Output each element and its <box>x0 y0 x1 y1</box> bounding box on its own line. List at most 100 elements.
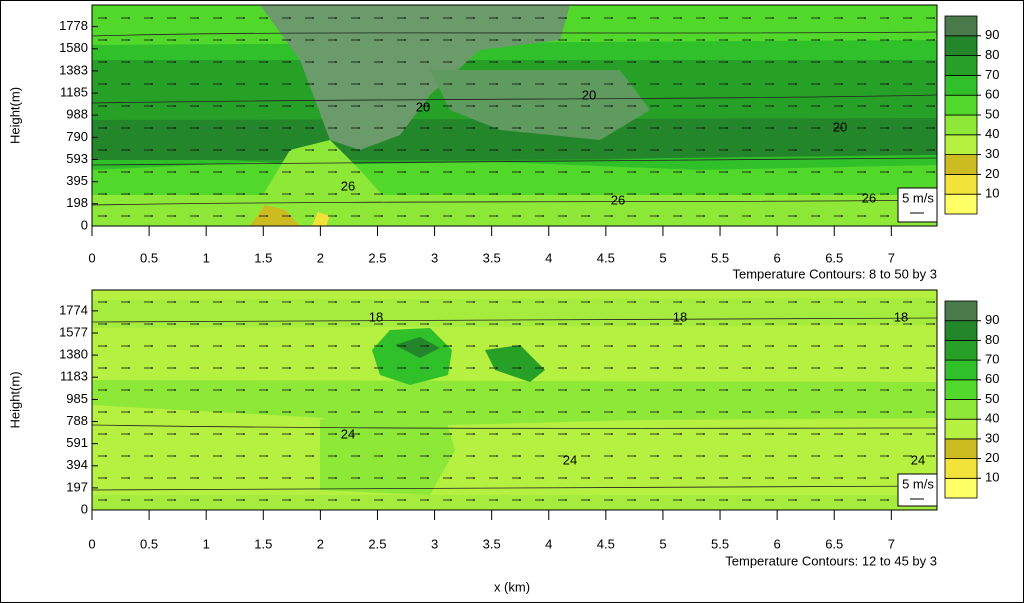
wind-vector-head <box>864 455 866 457</box>
y-tick-label: 591 <box>66 435 88 450</box>
wind-vector-head <box>174 127 176 129</box>
wind-vector-head <box>427 477 429 479</box>
wind-vector-head <box>151 149 153 151</box>
wind-vector-head <box>450 301 452 303</box>
wind-vector-head <box>128 301 130 303</box>
wind-vector-head <box>565 323 567 325</box>
wind-vector-head <box>496 433 498 435</box>
wind-vector-head <box>542 345 544 347</box>
wind-vector-head <box>151 323 153 325</box>
wind-vector-head <box>220 39 222 41</box>
wind-vector-head <box>841 367 843 369</box>
wind-vector-head <box>611 149 613 151</box>
wind-vector-head <box>772 411 774 413</box>
wind-vector-head <box>128 105 130 107</box>
wind-vector-head <box>427 171 429 173</box>
wind-vector-head <box>519 367 521 369</box>
x-tick-label: 5.5 <box>711 536 729 551</box>
wind-vector-head <box>611 455 613 457</box>
wind-vector-head <box>519 389 521 391</box>
wind-vector-head <box>680 127 682 129</box>
wind-vector-head <box>611 389 613 391</box>
wind-vector-head <box>105 171 107 173</box>
wind-vector-head <box>726 171 728 173</box>
wind-vector-head <box>772 127 774 129</box>
wind-vector-head <box>795 411 797 413</box>
wind-vector-head <box>588 367 590 369</box>
wind-vector-head <box>427 127 429 129</box>
wind-vector-head <box>703 411 705 413</box>
wind-vector-head <box>680 83 682 85</box>
wind-vector-head <box>404 127 406 129</box>
wind-vector-head <box>128 61 130 63</box>
wind-vector-head <box>174 17 176 19</box>
wind-vector-head <box>312 499 314 501</box>
colorbar-label: 60 <box>985 371 999 386</box>
wind-vector-head <box>243 499 245 501</box>
wind-vector-head <box>151 83 153 85</box>
wind-vector-head <box>473 345 475 347</box>
wind-vector-head <box>197 127 199 129</box>
wind-vector-head <box>404 411 406 413</box>
wind-vector-head <box>427 455 429 457</box>
wind-vector-head <box>128 367 130 369</box>
wind-vector-head <box>818 215 820 217</box>
wind-vector-head <box>128 455 130 457</box>
wind-vector-head <box>496 105 498 107</box>
x-tick-label: 1 <box>203 536 210 551</box>
wind-vector-head <box>841 215 843 217</box>
x-tick-label: 0 <box>88 536 95 551</box>
wind-vector-head <box>427 83 429 85</box>
wind-vector-head <box>197 455 199 457</box>
field <box>92 5 937 226</box>
wind-vector-head <box>220 193 222 195</box>
wind-vector-head <box>611 171 613 173</box>
wind-vector-head <box>795 301 797 303</box>
wind-vector-head <box>657 149 659 151</box>
wind-vector-head <box>289 39 291 41</box>
wind-vector-head <box>703 39 705 41</box>
wind-vector-head <box>519 171 521 173</box>
contour-label: 24 <box>563 452 577 467</box>
wind-vector-head <box>105 477 107 479</box>
wind-vector-head <box>105 215 107 217</box>
wind-vector-head <box>358 455 360 457</box>
wind-vector-head <box>266 171 268 173</box>
wind-vector-head <box>519 411 521 413</box>
y-tick-label: 790 <box>66 129 88 144</box>
wind-vector-head <box>358 433 360 435</box>
wind-vector-head <box>933 149 935 151</box>
wind-vector-head <box>450 105 452 107</box>
wind-vector-head <box>450 477 452 479</box>
wind-vector-head <box>680 389 682 391</box>
wind-vector-head <box>588 477 590 479</box>
wind-vector-head <box>887 61 889 63</box>
wind-vector-head <box>703 193 705 195</box>
wind-vector-head <box>749 83 751 85</box>
wind-vector-head <box>151 105 153 107</box>
wind-vector-head <box>404 477 406 479</box>
wind-vector-head <box>887 301 889 303</box>
contour-label: 18 <box>369 309 383 324</box>
wind-vector-head <box>657 345 659 347</box>
wind-vector-head <box>174 83 176 85</box>
wind-vector-head <box>864 149 866 151</box>
wind-vector-head <box>795 499 797 501</box>
wind-vector-head <box>220 61 222 63</box>
wind-vector-head <box>335 411 337 413</box>
x-tick-label: 3 <box>431 536 438 551</box>
wind-vector-head <box>565 127 567 129</box>
wind-vector-head <box>772 389 774 391</box>
wind-vector-head <box>703 215 705 217</box>
wind-vector-head <box>473 127 475 129</box>
wind-vector-head <box>634 323 636 325</box>
wind-vector-head <box>588 301 590 303</box>
wind-vector-head <box>450 149 452 151</box>
wind-vector-head <box>542 39 544 41</box>
wind-vector-head <box>427 411 429 413</box>
x-tick-label: 6.5 <box>825 536 843 551</box>
y-axis-label: Height(m) <box>7 371 22 428</box>
wind-vector-head <box>473 389 475 391</box>
wind-vector-head <box>128 411 130 413</box>
wind-vector-head <box>197 411 199 413</box>
